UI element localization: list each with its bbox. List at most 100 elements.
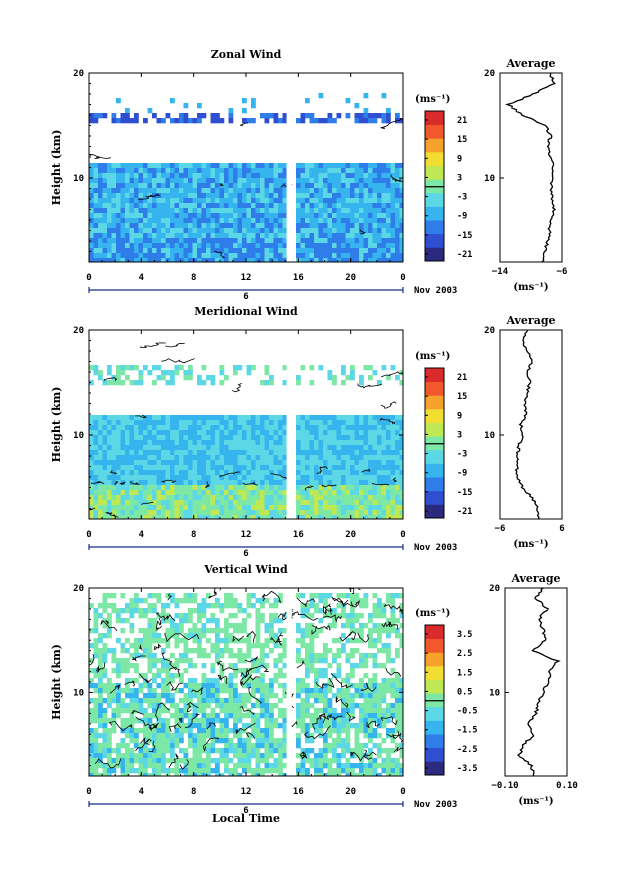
heatmap-cell bbox=[251, 435, 256, 441]
heatmap-cell bbox=[372, 758, 378, 764]
heatmap-cell bbox=[255, 688, 261, 694]
heatmap-cell bbox=[327, 648, 333, 654]
heatmap-cell bbox=[296, 455, 301, 461]
heatmap-cell bbox=[390, 470, 396, 476]
heatmap-cell bbox=[156, 480, 162, 486]
heatmap-cell bbox=[242, 515, 247, 519]
heatmap-cell bbox=[381, 258, 387, 262]
heatmap-cell bbox=[197, 733, 202, 739]
heatmap-cell bbox=[129, 753, 135, 759]
heatmap-cell bbox=[98, 500, 103, 506]
heatmap-cell bbox=[174, 768, 180, 774]
heatmap-cell bbox=[210, 713, 216, 719]
heatmap-cell bbox=[201, 198, 207, 204]
heatmap-cell bbox=[323, 460, 328, 466]
heatmap-cell bbox=[372, 603, 378, 609]
heatmap-cell bbox=[345, 593, 351, 599]
heatmap-cell bbox=[125, 188, 130, 194]
heatmap-cell bbox=[246, 593, 252, 599]
heatmap-cell bbox=[314, 728, 319, 734]
heatmap-cell bbox=[359, 455, 364, 461]
heatmap-cell bbox=[183, 643, 189, 649]
heatmap-cell bbox=[192, 188, 198, 194]
heatmap-cell bbox=[107, 510, 112, 516]
heatmap-cell bbox=[107, 188, 112, 194]
heatmap-cell bbox=[323, 258, 328, 262]
heatmap-cell bbox=[174, 450, 180, 456]
heatmap-cell bbox=[350, 375, 355, 381]
heatmap-cell bbox=[174, 213, 180, 219]
heatmap-cell bbox=[395, 193, 400, 199]
heatmap-cell bbox=[368, 753, 373, 759]
heatmap-cell bbox=[129, 243, 135, 249]
heatmap-cell bbox=[116, 118, 121, 124]
heatmap-cell bbox=[341, 208, 346, 214]
heatmap-cell bbox=[354, 430, 360, 436]
heatmap-cell bbox=[93, 440, 99, 446]
heatmap-cell bbox=[237, 475, 243, 481]
heatmap-cell bbox=[219, 420, 225, 426]
heatmap-cell bbox=[300, 515, 306, 519]
heatmap-cell bbox=[278, 683, 283, 689]
heatmap-cell bbox=[228, 118, 234, 124]
heatmap-cell bbox=[363, 445, 369, 451]
heatmap-cell bbox=[215, 768, 220, 774]
heatmap-cell bbox=[102, 380, 108, 386]
heatmap-cell bbox=[350, 168, 355, 174]
colorbar-bin bbox=[425, 504, 444, 519]
heatmap-cell bbox=[282, 743, 288, 749]
heatmap-cell bbox=[345, 223, 351, 229]
heatmap-cell bbox=[111, 243, 117, 249]
heatmap-cell bbox=[102, 450, 108, 456]
heatmap-cell bbox=[120, 743, 126, 749]
heatmap-cell bbox=[174, 203, 180, 209]
heatmap-cell bbox=[192, 738, 198, 744]
heatmap-cell bbox=[224, 470, 229, 476]
heatmap-cell bbox=[350, 683, 355, 689]
heatmap-cell bbox=[350, 693, 355, 699]
heatmap-cell bbox=[246, 603, 252, 609]
heatmap-cell bbox=[309, 603, 315, 609]
contour-line bbox=[134, 414, 147, 418]
heatmap-cell bbox=[188, 768, 193, 774]
heatmap-cell bbox=[318, 748, 324, 754]
heatmap-cell bbox=[296, 163, 301, 169]
heatmap-cell bbox=[98, 420, 103, 426]
heatmap-cell bbox=[98, 495, 103, 501]
heatmap-cell bbox=[107, 470, 112, 476]
heatmap-cell bbox=[224, 718, 229, 724]
heatmap-cell bbox=[102, 415, 108, 421]
heatmap-cell bbox=[125, 505, 130, 511]
heatmap-cell bbox=[368, 763, 373, 769]
heatmap-cell bbox=[156, 773, 162, 776]
heatmap-cell bbox=[183, 683, 189, 689]
heatmap-cell bbox=[179, 758, 184, 764]
heatmap-cell bbox=[98, 515, 103, 519]
heatmap-cell bbox=[170, 628, 175, 634]
heatmap-cell bbox=[323, 248, 328, 254]
heatmap-cell bbox=[102, 440, 108, 446]
heatmap-cell bbox=[134, 643, 139, 649]
heatmap-cell bbox=[314, 243, 319, 249]
heatmap-cell bbox=[359, 435, 364, 441]
heatmap-cell bbox=[215, 193, 220, 199]
heatmap-cell bbox=[381, 445, 387, 451]
heatmap-cell bbox=[210, 198, 216, 204]
heatmap-cell bbox=[273, 510, 279, 516]
heatmap-cell bbox=[246, 490, 252, 496]
heatmap-cell bbox=[314, 188, 319, 194]
heatmap-cell bbox=[305, 258, 310, 262]
heatmap-cell bbox=[368, 203, 373, 209]
heatmap-cell bbox=[386, 678, 391, 684]
heatmap-cell bbox=[120, 203, 126, 209]
heatmap-cell bbox=[399, 485, 403, 491]
heatmap-cell bbox=[93, 618, 99, 624]
heatmap-cell bbox=[242, 608, 247, 614]
heatmap-cell bbox=[147, 480, 153, 486]
heatmap-cell bbox=[174, 490, 180, 496]
heatmap-cell bbox=[327, 375, 333, 381]
heatmap-cell bbox=[197, 723, 202, 729]
heatmap-cell bbox=[341, 708, 346, 714]
heatmap-cell bbox=[323, 763, 328, 769]
heatmap-cell bbox=[354, 598, 360, 604]
